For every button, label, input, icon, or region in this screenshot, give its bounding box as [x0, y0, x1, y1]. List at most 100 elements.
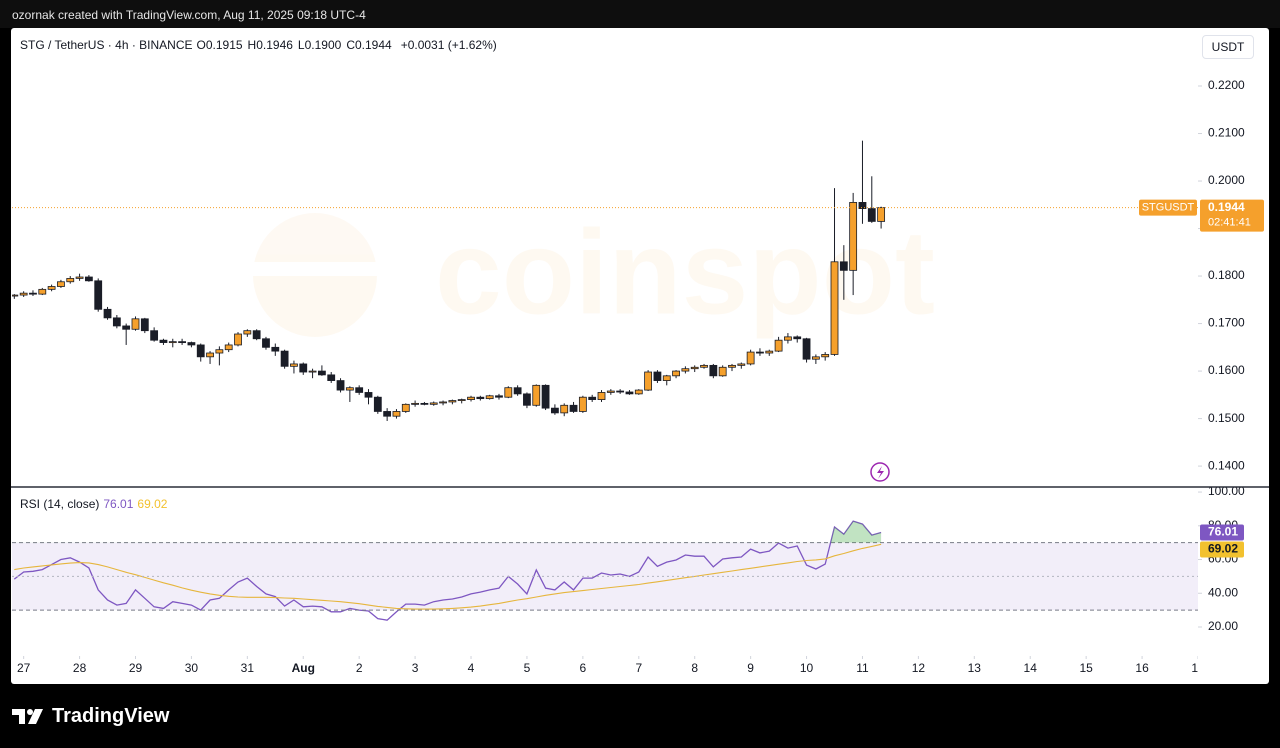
candle-body: [364, 392, 373, 398]
y-tick-label: 0.2000: [1208, 173, 1245, 187]
symbol-label: STGUSDT: [1142, 202, 1195, 214]
candle-body: [765, 350, 774, 354]
top-bar: ozornak created with TradingView.com, Au…: [0, 0, 1280, 28]
x-tick-label: 6: [580, 661, 587, 675]
candle-body: [551, 407, 559, 414]
candle-body: [299, 363, 308, 373]
candle-body: [700, 364, 708, 368]
price-legend: STG / TetherUS · 4h · BINANCE O0.1915 H0.1…: [20, 38, 501, 52]
plot-area: 27 28 29 30 31 Aug 2 3 4 5 6 7 8 9 10 11 12 13 14 15 16 17: [12, 140, 1198, 675]
candle-body: [569, 404, 578, 412]
rsi-values: 76.01 69.02: [103, 497, 171, 511]
candle-body: [429, 402, 438, 405]
candle-body: [112, 317, 121, 327]
x-tick-label: 27: [17, 661, 31, 675]
candle-body: [495, 395, 503, 398]
watermark-text: coinspot: [435, 206, 935, 340]
candle-body: [644, 371, 653, 391]
candle-body: [150, 330, 159, 341]
candle-body: [401, 403, 410, 412]
alert-bolt[interactable]: [877, 466, 884, 479]
candle-body: [513, 387, 522, 395]
currency-button[interactable]: USDT: [1202, 35, 1254, 59]
y-tick-label: 0.1400: [1208, 458, 1245, 472]
x-tick-label: 28: [73, 661, 87, 675]
candle-body: [280, 350, 289, 367]
candle-body: [457, 399, 466, 401]
candle-body: [84, 276, 93, 282]
candle-body: [448, 400, 457, 403]
candle-body: [476, 396, 485, 400]
candle-body: [187, 342, 196, 346]
rsi-legend: RSI (14, close) 76.01 69.02: [20, 497, 175, 511]
alert-icon[interactable]: [870, 462, 890, 482]
y-tick-label: 0.1800: [1208, 268, 1245, 282]
x-tick-label: 10: [800, 661, 814, 675]
logo-part: [27, 709, 33, 715]
x-tick-label: 2: [356, 661, 363, 675]
candle-body: [411, 402, 420, 405]
x-tick-label: 5: [524, 661, 531, 675]
plot: 27 28 29 30 31 Aug 2 3 4 5 6 7 8 9 10 11 12 13 14 15 16 17 0.1…: [12, 78, 1264, 675]
candle-body: [504, 387, 513, 398]
candle-body: [57, 281, 65, 287]
y-tick-label: 0.2200: [1208, 78, 1245, 92]
ohlc-value: 0.1944: [354, 38, 392, 52]
symbol-label-box: [1139, 199, 1197, 216]
candle-body: [392, 411, 401, 417]
candle-body: [756, 351, 764, 354]
candle-body: [75, 276, 84, 279]
candle-body: [774, 339, 783, 352]
candle-body: [47, 286, 56, 290]
candle-body: [317, 370, 326, 376]
candle-body: [877, 207, 886, 222]
candle-body: [94, 280, 103, 310]
ohlc-key: L: [297, 38, 305, 52]
candle-body: [662, 375, 671, 381]
candle-body: [467, 396, 475, 400]
ohlc-key: O: [196, 38, 206, 52]
y-tick-label: 0.1600: [1208, 363, 1245, 377]
symbol: STG / TetherUS · 4h · BINANCE: [20, 38, 193, 52]
chart-panel: [11, 28, 1269, 684]
candle-body: [588, 396, 597, 400]
x-tick-label: 30: [185, 661, 199, 675]
candle-body: [439, 401, 447, 404]
candle-body: [802, 338, 811, 360]
candle-body: [541, 384, 550, 409]
candle-body: [746, 351, 755, 365]
candle-body: [867, 208, 876, 222]
rsi-title: RSI (14, close): [20, 497, 100, 511]
candle-body: [290, 363, 298, 367]
candle-body: [252, 330, 261, 340]
candle-body: [131, 318, 140, 330]
candle-body: [858, 202, 867, 209]
candle-body: [597, 392, 606, 400]
candle-body: [383, 411, 392, 417]
change: +0.0031 (+1.62%): [400, 38, 497, 52]
candle-body: [485, 395, 494, 400]
logo-part: [12, 709, 25, 724]
rsi-value-box: [1200, 524, 1244, 541]
candle-body: [12, 294, 19, 297]
candle-body: [206, 352, 214, 358]
candle-body: [811, 356, 820, 360]
y-tick-label: 0.2100: [1208, 126, 1245, 140]
candle-body: [355, 387, 364, 393]
x-tick-label: 8: [691, 661, 698, 675]
y-tick-label: 20.00: [1208, 619, 1238, 633]
countdown-label: 02:41:41: [1208, 217, 1251, 229]
last-price-label: 0.1944: [1208, 200, 1245, 214]
logo-part: [28, 709, 43, 724]
candle-body: [420, 402, 429, 405]
candle-body: [839, 261, 848, 271]
candle-body: [373, 396, 382, 412]
candle-body: [29, 292, 37, 295]
candle-body: [560, 404, 569, 414]
x-tick-label: 7: [635, 661, 642, 675]
x-tick-label: 9: [747, 661, 754, 675]
x-tick-label: 12: [912, 661, 926, 675]
ohlc-key: H: [247, 38, 257, 52]
candle-body: [38, 288, 47, 295]
rsi-line: [13, 520, 882, 621]
